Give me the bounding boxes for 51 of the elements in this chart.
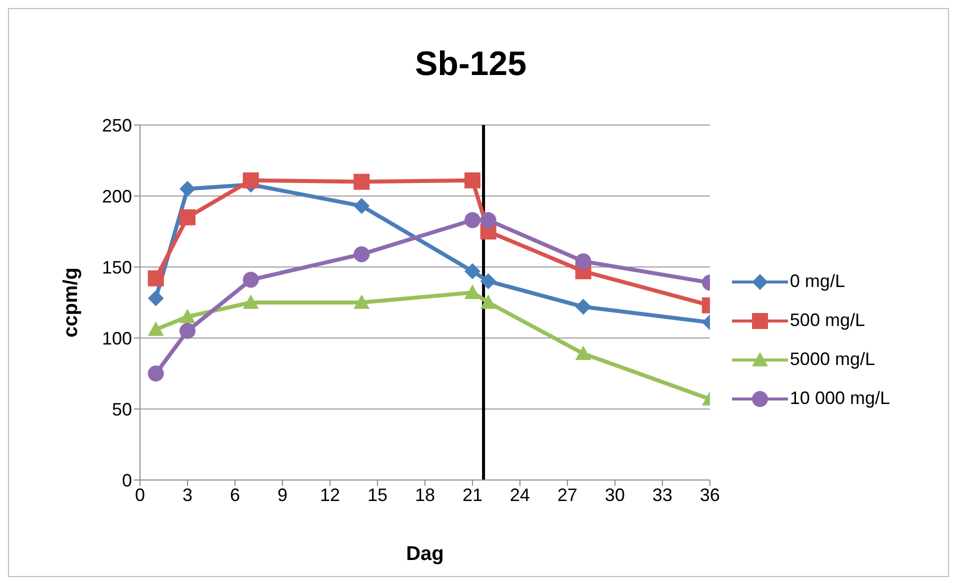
- point: [179, 180, 196, 197]
- x-tick-label: 33: [652, 484, 672, 505]
- y-axis-title: ccpm/g: [60, 267, 82, 338]
- point: [354, 174, 370, 190]
- point: [464, 284, 480, 299]
- x-tick-label: 36: [700, 484, 720, 505]
- point: [464, 263, 480, 280]
- point: [480, 212, 496, 228]
- legend-label: 5000 mg/L: [790, 349, 875, 370]
- point: [148, 366, 164, 382]
- point: [464, 212, 480, 228]
- point: [242, 172, 259, 188]
- point: [354, 294, 370, 309]
- y-tick-label: 50: [112, 399, 132, 420]
- x-tick-label: 6: [230, 484, 240, 505]
- point: [148, 290, 164, 306]
- point: [179, 209, 196, 226]
- x-tick-label: 12: [320, 484, 340, 505]
- x-axis-title: Dag: [406, 543, 444, 565]
- point: [480, 273, 496, 290]
- point: [179, 322, 196, 339]
- point: [242, 272, 259, 288]
- x-tick-label: 18: [414, 484, 435, 505]
- x-tick-label: 3: [182, 484, 192, 505]
- legend-label: 10 000 mg/L: [790, 388, 890, 409]
- x-tick-label: 9: [277, 484, 288, 505]
- point: [148, 321, 164, 336]
- x-tick-label: 24: [510, 484, 530, 505]
- point: [148, 270, 164, 286]
- y-tick-label: 250: [102, 115, 132, 136]
- y-tick-label: 200: [102, 186, 132, 206]
- point: [354, 246, 370, 262]
- y-tick-label: 100: [102, 328, 132, 348]
- point: [480, 294, 496, 309]
- legend-label: 500 mg/L: [790, 310, 865, 331]
- x-tick-label: 30: [604, 484, 625, 505]
- point: [464, 172, 480, 188]
- y-tick-label: 0: [122, 470, 132, 490]
- x-tick-label: 21: [462, 484, 482, 505]
- point: [575, 346, 592, 360]
- x-tick-label: 0: [134, 484, 146, 505]
- x-tick-label: 15: [367, 484, 388, 505]
- legend-label: 0 mg/L: [790, 271, 845, 292]
- y-tick-label: 150: [102, 257, 132, 278]
- point: [575, 298, 592, 315]
- point: [179, 308, 196, 324]
- x-tick-label: 27: [557, 484, 578, 505]
- point: [575, 253, 592, 270]
- point: [242, 294, 259, 309]
- point: [354, 198, 370, 214]
- chart-title: Sb-125: [414, 45, 528, 84]
